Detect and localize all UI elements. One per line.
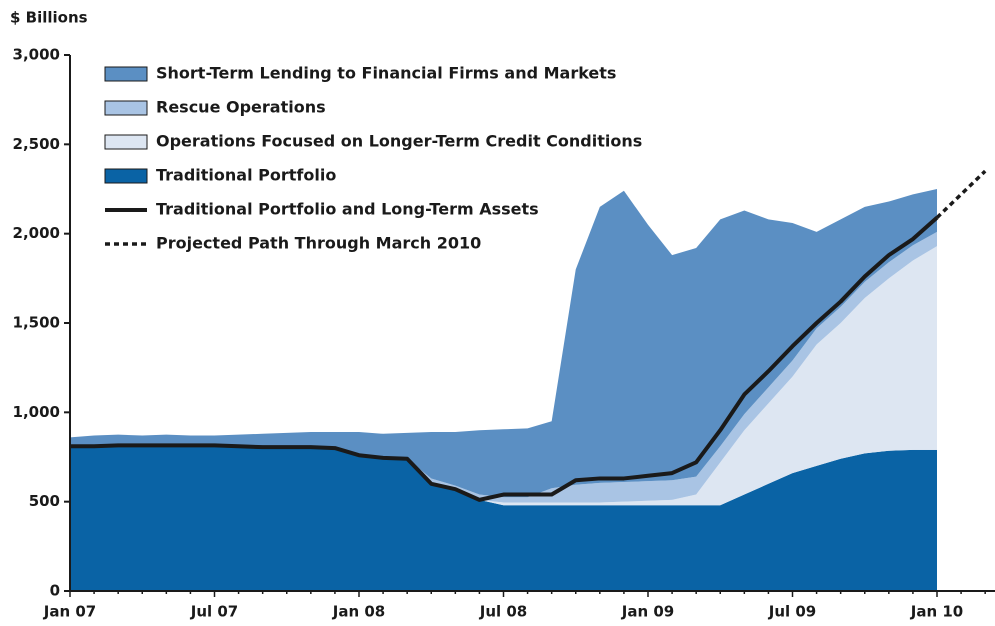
x-tick-label: Jan 09 [621, 603, 674, 621]
line [70, 216, 939, 502]
legend-swatch [104, 100, 148, 116]
legend-swatch [104, 168, 148, 184]
area [70, 445, 937, 591]
y-axis-label: $ Billions [10, 9, 88, 27]
y-tick-label: 2,000 [13, 224, 60, 242]
x-tick-label: Jan 07 [43, 603, 96, 621]
x-tick-label: Jan 08 [332, 603, 385, 621]
y-tick-label: 3,000 [13, 46, 60, 64]
legend-label: Short-Term Lending to Financial Firms an… [156, 64, 616, 83]
legend-label: Rescue Operations [156, 98, 326, 117]
x-tick-label: Jul 08 [479, 603, 528, 621]
legend-label: Traditional Portfolio [156, 166, 336, 185]
y-tick-label: 500 [29, 492, 60, 510]
x-tick-label: Jul 07 [190, 603, 239, 621]
y-tick-label: 0 [50, 582, 60, 600]
legend-label: Operations Focused on Longer-Term Credit… [156, 132, 642, 151]
legend-swatch [104, 134, 148, 150]
legend-label: Projected Path Through March 2010 [156, 234, 481, 253]
area [70, 189, 937, 498]
y-tick-label: 2,500 [13, 135, 60, 153]
x-tick-label: Jul 09 [768, 603, 817, 621]
x-tick-label: Jan 10 [910, 603, 963, 621]
projected-line [935, 169, 987, 219]
legend-swatch [104, 66, 148, 82]
legend-label: Traditional Portfolio and Long-Term Asse… [156, 200, 539, 219]
y-tick-label: 1,500 [13, 314, 60, 332]
legend: Short-Term Lending to Financial Firms an… [104, 64, 642, 253]
y-tick-label: 1,000 [13, 403, 60, 421]
